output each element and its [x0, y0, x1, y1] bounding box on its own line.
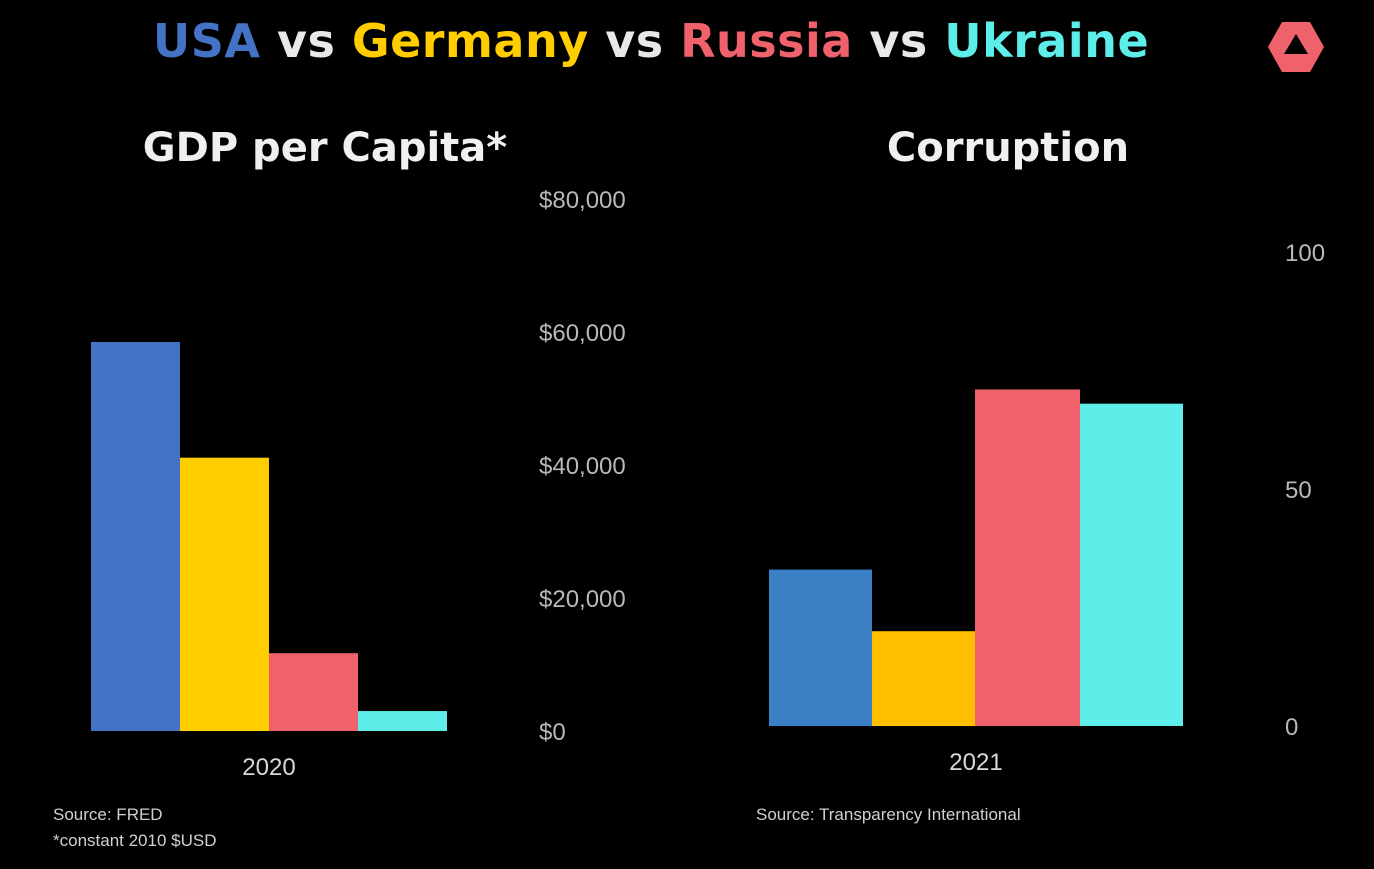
gdp-bar-russia — [269, 653, 358, 731]
gdp-category-label: 2020 — [242, 754, 295, 781]
corruption-bar-usa — [769, 569, 872, 726]
corruption-category-label: 2021 — [949, 749, 1002, 776]
corruption-y-tick-label: 0 — [1285, 714, 1298, 741]
gdp-per-capita-chart: 2020 $0 $20,000 $40,000 $60,000 $80,000 — [91, 187, 626, 781]
corruption-bar-russia — [975, 389, 1080, 726]
gdp-y-tick-label: $20,000 — [539, 586, 626, 613]
gdp-bar-ukraine — [358, 711, 447, 731]
gdp-y-tick-label: $40,000 — [539, 453, 626, 480]
gdp-y-tick-label: $0 — [539, 719, 566, 746]
corruption-source: Source: Transparency International — [756, 805, 1021, 824]
gdp-chart-title: GDP per Capita* — [142, 125, 508, 171]
title-usa: USA — [152, 14, 261, 68]
title-russia: Russia — [680, 14, 853, 68]
corruption-y-tick-label: 50 — [1285, 477, 1312, 504]
title-vs-3: vs — [852, 14, 945, 68]
main-title: USA vs Germany vs Russia vs Ukraine — [0, 14, 1302, 68]
gdp-source: Source: FRED — [53, 805, 163, 824]
title-vs-2: vs — [588, 14, 681, 68]
corruption-chart-title: Corruption — [886, 125, 1130, 171]
gdp-bar-usa — [91, 341, 180, 731]
gdp-bar-germany — [180, 457, 269, 731]
gdp-note: *constant 2010 $USD — [53, 831, 217, 850]
gdp-y-tick-label: $60,000 — [539, 320, 626, 347]
gdp-y-tick-label: $80,000 — [539, 187, 626, 214]
corruption-y-tick-label: 100 — [1285, 240, 1325, 267]
corruption-bar-ukraine — [1080, 403, 1183, 726]
triangle-logo-icon — [1268, 22, 1324, 72]
title-germany: Germany — [351, 14, 589, 68]
corruption-bar-germany — [872, 631, 975, 726]
title-ukraine: Ukraine — [944, 14, 1150, 68]
title-vs-1: vs — [260, 14, 352, 68]
